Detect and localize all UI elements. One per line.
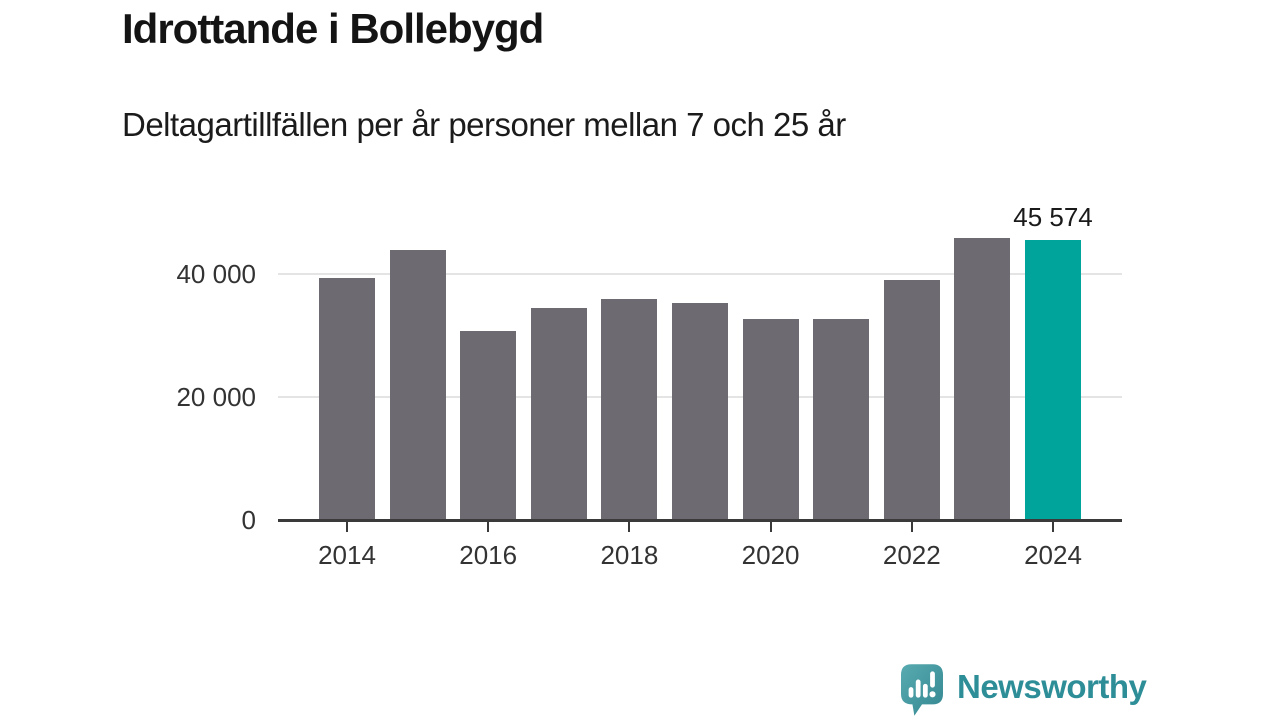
bar-2014 xyxy=(319,277,375,520)
bar-2017 xyxy=(530,307,587,520)
bar-2023 xyxy=(954,237,1011,520)
chart-subtitle: Deltagartillfällen per år personer mella… xyxy=(122,106,846,143)
x-axis-line xyxy=(278,519,1122,522)
highlight-value-label: 45 574 xyxy=(1013,201,1093,232)
y-axis-labels: 0 20 000 40 000 xyxy=(0,200,256,535)
x-axis-label-2022: 2022 xyxy=(882,540,941,570)
gridline-40000 xyxy=(278,272,1122,275)
x-axis-label-2020: 2020 xyxy=(741,540,800,570)
bar-2016 xyxy=(460,331,517,520)
bar-2019 xyxy=(672,303,728,520)
x-tick-2022 xyxy=(910,521,913,532)
x-axis-label-2016: 2016 xyxy=(459,540,518,570)
x-axis: 2014 2016 2018 2020 2022 2024 xyxy=(278,520,1122,590)
bar-2018 xyxy=(601,299,658,520)
x-axis-label-2024: 2024 xyxy=(1024,540,1082,570)
bar-2020 xyxy=(742,318,799,520)
plot-area: 45 574 xyxy=(278,200,1122,522)
bar-2015 xyxy=(389,250,446,520)
newsworthy-logo: Newsworthy xyxy=(901,664,1147,717)
x-tick-2016 xyxy=(487,521,490,532)
bar-2024 xyxy=(1025,239,1081,520)
x-axis-label-2018: 2018 xyxy=(600,540,659,570)
x-tick-2024 xyxy=(1052,521,1054,532)
x-tick-2018 xyxy=(628,521,631,532)
x-axis-label-2014: 2014 xyxy=(318,540,376,570)
newsworthy-logo-text: Newsworthy xyxy=(957,668,1147,705)
y-axis-label-20000: 20 000 xyxy=(176,381,256,412)
x-tick-2020 xyxy=(769,521,772,532)
y-axis-label-0: 0 xyxy=(241,505,256,535)
bar-2022 xyxy=(883,280,940,520)
chart-title: Idrottande i Bollebygd xyxy=(122,5,544,52)
bar-2021 xyxy=(813,319,870,520)
newsworthy-logo-icon xyxy=(901,664,943,716)
x-tick-2014 xyxy=(346,521,348,532)
y-axis-label-40000: 40 000 xyxy=(176,258,256,289)
